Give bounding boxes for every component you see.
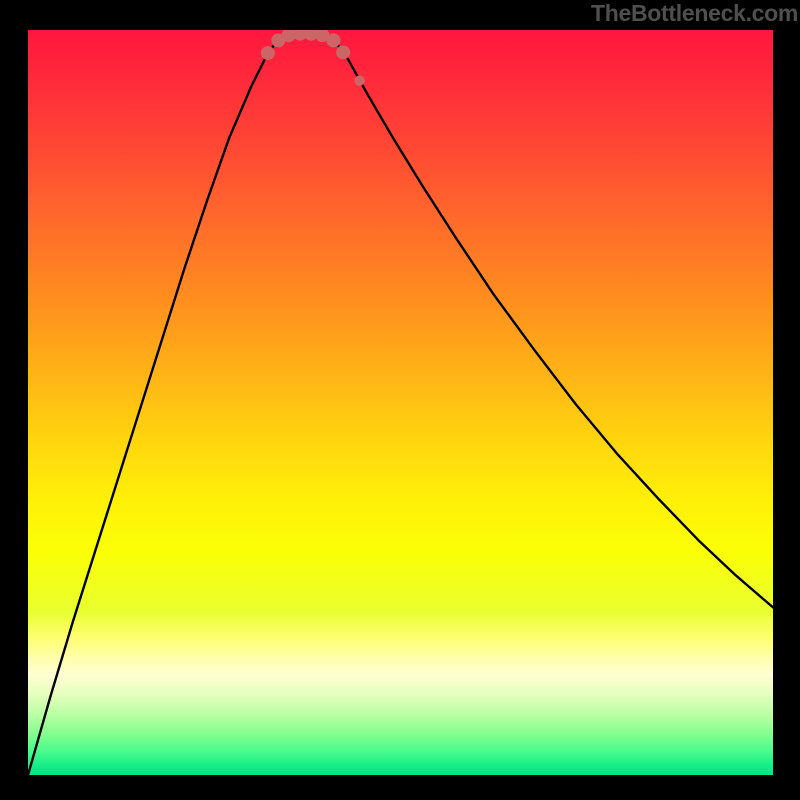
marker-dot: [261, 46, 275, 60]
gradient-background: [28, 30, 773, 775]
marker-dot: [326, 33, 340, 47]
plot-area: [28, 30, 773, 775]
chart-root: TheBottleneck.com: [0, 0, 800, 800]
watermark-text: TheBottleneck.com: [591, 0, 798, 27]
chart-svg: [28, 30, 773, 775]
marker-dot: [336, 45, 350, 59]
marker-dot-small: [354, 75, 364, 85]
